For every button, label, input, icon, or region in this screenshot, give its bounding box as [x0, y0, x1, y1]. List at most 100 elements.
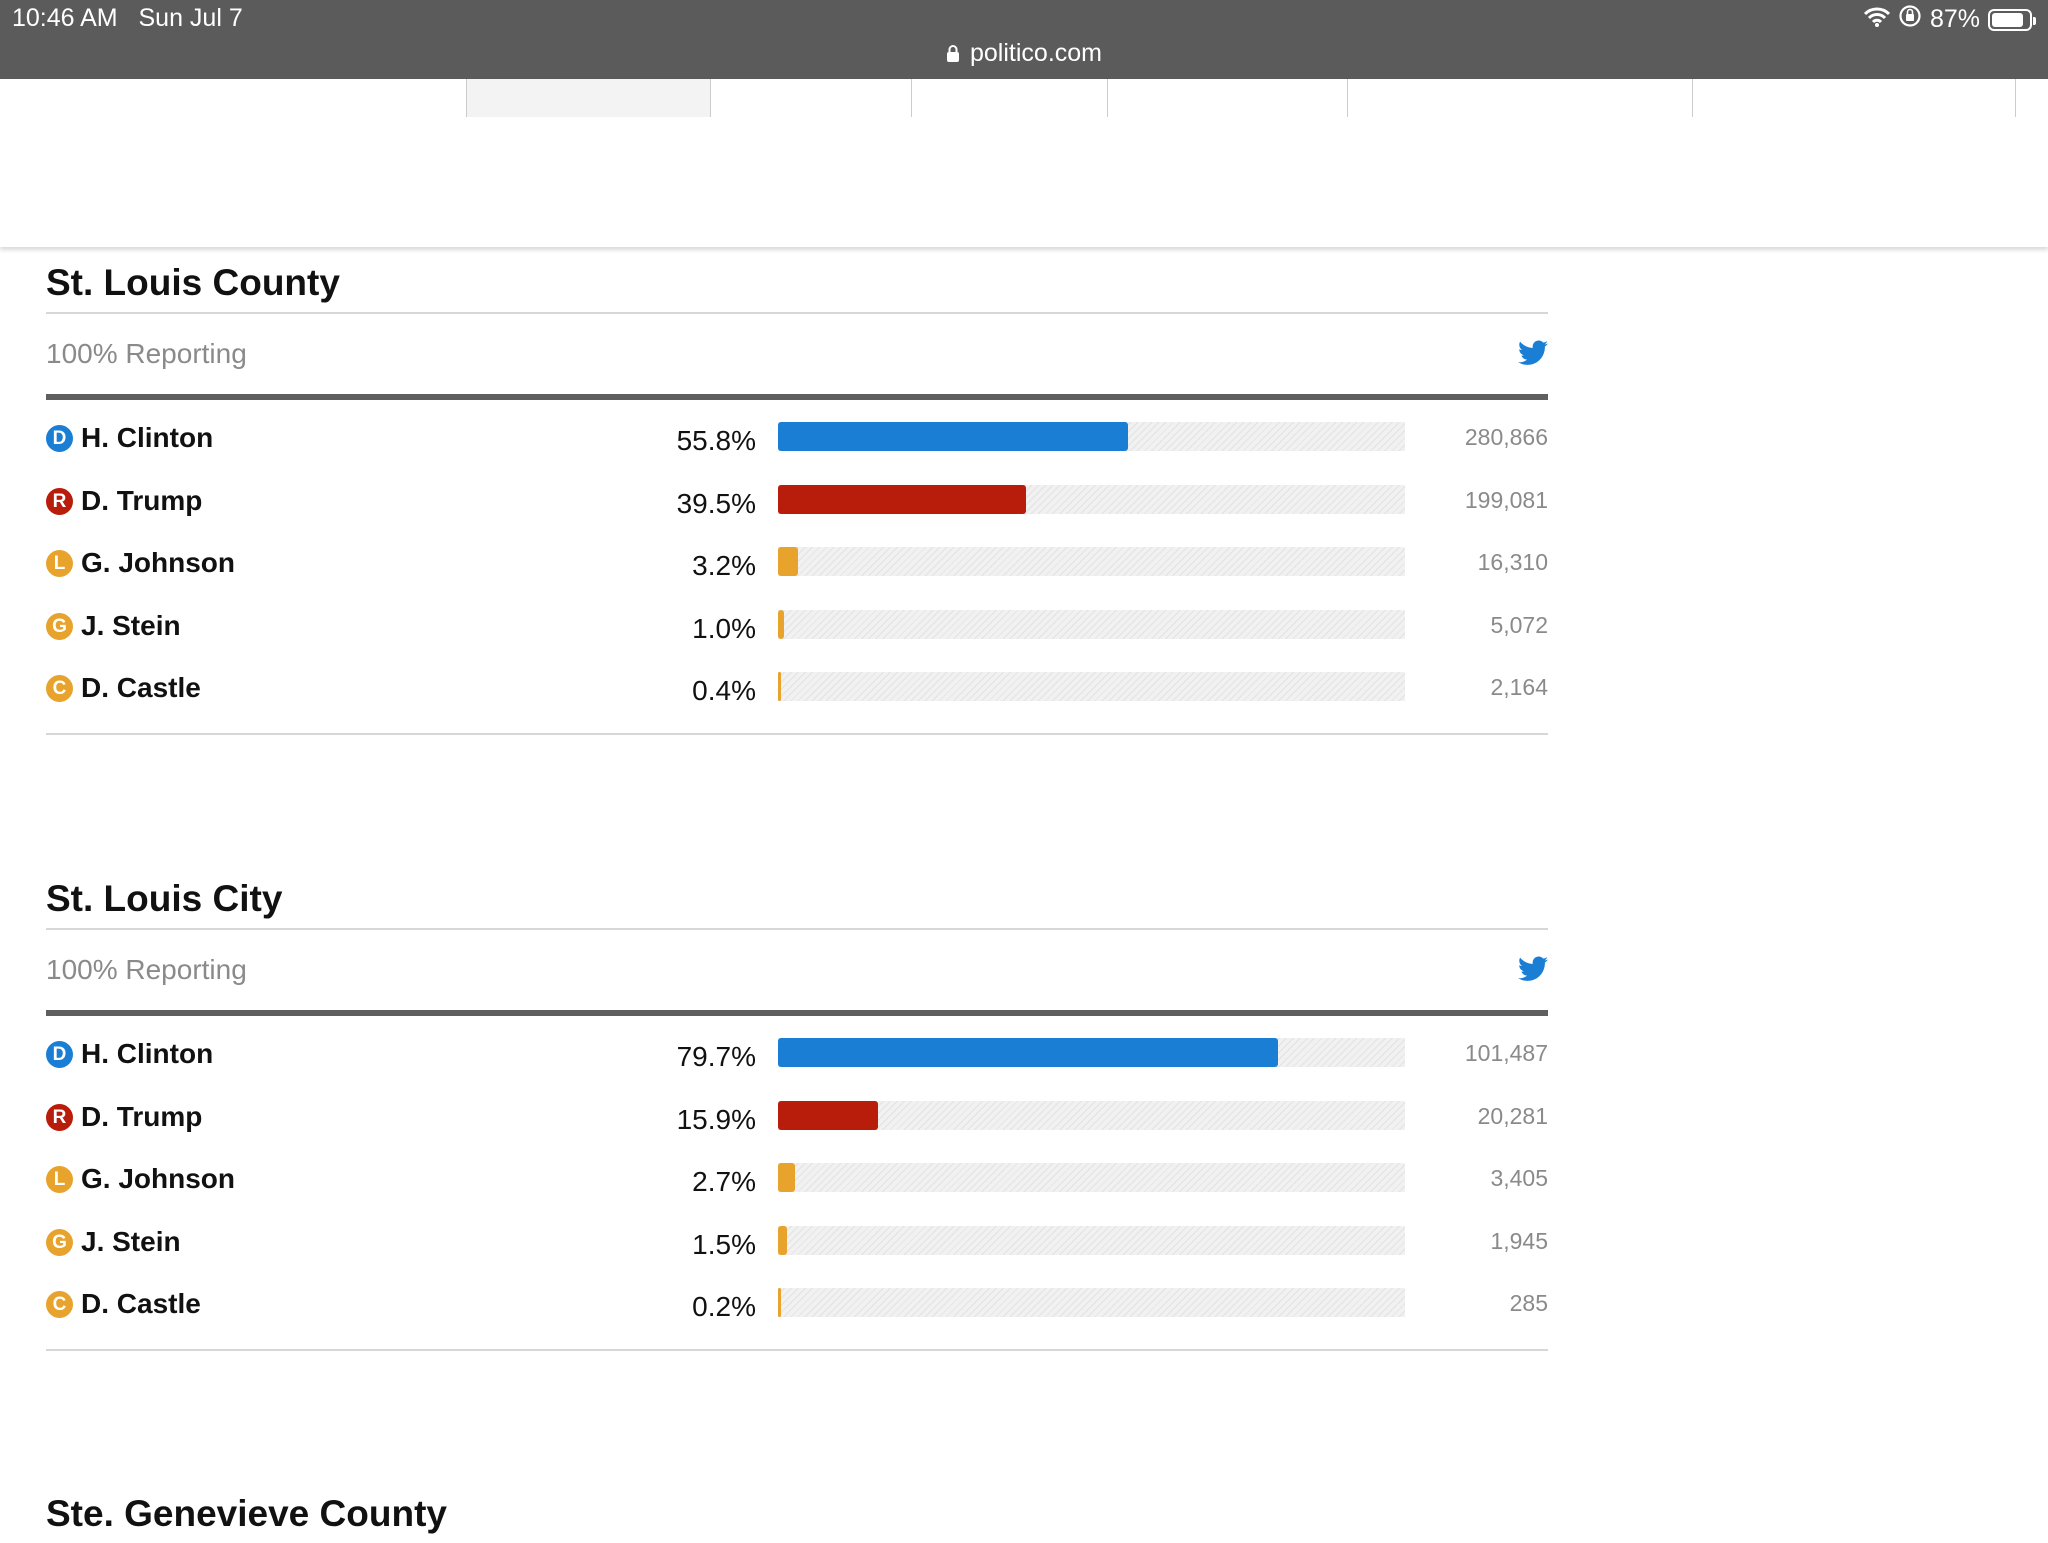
twitter-share-icon[interactable]: [1518, 956, 1548, 984]
vote-count: 280,866: [1464, 424, 1548, 450]
vote-bar-track: [778, 1100, 1405, 1130]
nav-tab-divider: [911, 79, 913, 117]
vote-bar-track: [778, 1225, 1405, 1255]
party-badge-icon: R: [46, 487, 73, 515]
party-badge-icon: D: [46, 425, 73, 452]
vote-percent: 2.7%: [692, 1166, 756, 1198]
party-badge-icon: D: [46, 1041, 73, 1068]
party-badge-icon: R: [46, 1103, 73, 1131]
candidate-name: H. Clinton: [81, 422, 214, 453]
candidate-row: L G. Johnson 2.7% 3,405: [46, 1149, 1548, 1212]
nav-tab-active[interactable]: [466, 79, 711, 117]
vote-count: 3,405: [1490, 1165, 1548, 1192]
nav-tab-divider: [1347, 79, 1349, 117]
vote-count: 20,281: [1477, 1102, 1548, 1129]
vote-percent: 1.5%: [692, 1228, 756, 1260]
divider: [46, 312, 1548, 314]
candidate-row: G J. Stein 1.0% 5,072: [46, 596, 1548, 659]
status-indicators: 87%: [1863, 4, 2036, 35]
candidate-name: D. Trump: [81, 484, 203, 516]
party-badge-icon: C: [46, 1291, 73, 1319]
vote-bar-track: [778, 422, 1405, 451]
vote-percent: 0.4%: [692, 675, 756, 707]
vote-percent: 79.7%: [676, 1041, 756, 1072]
county-title: St. Louis City: [46, 878, 283, 919]
vote-count: 5,072: [1490, 611, 1548, 638]
status-date: Sun Jul 7: [138, 4, 243, 32]
vote-percent: 55.8%: [676, 425, 756, 456]
candidate-row: L G. Johnson 3.2% 16,310: [46, 533, 1548, 596]
vote-bar-fill: [778, 1163, 795, 1193]
vote-count: 2,164: [1490, 674, 1548, 701]
county-results-ste-genevieve-county: Ste. Genevieve County: [46, 1485, 1548, 1543]
candidate-row: D H. Clinton 79.7% 101,487: [46, 1024, 1548, 1087]
party-badge-icon: C: [46, 675, 73, 703]
url-text: politico.com: [970, 39, 1102, 67]
vote-bar-fill: [778, 1225, 788, 1255]
candidate-name: D. Trump: [81, 1100, 203, 1132]
vote-bar-fill: [778, 1288, 781, 1318]
county-title: St. Louis County: [46, 262, 340, 303]
vote-percent: 39.5%: [676, 487, 756, 519]
vote-bar-fill: [778, 609, 785, 639]
reporting-row: 100% Reporting: [46, 930, 1548, 1010]
candidate-name: J. Stein: [81, 1225, 181, 1257]
vote-bar-fill: [778, 672, 781, 702]
candidate-name: G. Johnson: [81, 547, 235, 579]
candidate-row: R D. Trump 15.9% 20,281: [46, 1087, 1548, 1150]
nav-tab-divider: [2015, 79, 2017, 117]
vote-bar-track: [778, 1163, 1405, 1193]
vote-percent: 0.2%: [692, 1291, 756, 1323]
candidate-name: D. Castle: [81, 1288, 201, 1320]
vote-bar-track: [778, 547, 1405, 577]
vote-percent: 1.0%: [692, 612, 756, 644]
party-badge-icon: G: [46, 1228, 73, 1256]
battery-icon: [1988, 8, 2036, 31]
divider: [46, 1348, 1548, 1351]
candidate-row: D H. Clinton 55.8% 280,866: [46, 408, 1548, 471]
reporting-status: 100% Reporting: [46, 338, 247, 369]
status-time-date: 10:46 AM Sun Jul 7: [12, 4, 243, 33]
orientation-lock-icon: [1898, 4, 1922, 35]
reporting-row: 100% Reporting: [46, 314, 1548, 394]
candidate-name: D. Castle: [81, 672, 201, 704]
vote-count: 16,310: [1477, 549, 1548, 576]
vote-bar-track: [778, 484, 1405, 514]
candidate-row: G J. Stein 1.5% 1,945: [46, 1212, 1548, 1275]
candidate-name: H. Clinton: [81, 1038, 214, 1069]
battery-percent: 87%: [1929, 5, 1980, 33]
candidate-row: R D. Trump 39.5% 199,081: [46, 471, 1548, 534]
county-results-st-louis-city: St. Louis City 100% Reporting D H. Clinto…: [46, 870, 1548, 1351]
divider: [46, 732, 1548, 735]
candidate-name: J. Stein: [81, 609, 181, 641]
vote-percent: 3.2%: [692, 550, 756, 582]
address-bar[interactable]: politico.com: [0, 39, 2048, 69]
vote-bar-fill: [778, 1100, 878, 1130]
nav-tab-divider: [1107, 79, 1109, 117]
reporting-status: 100% Reporting: [46, 954, 247, 985]
county-title: Ste. Genevieve County: [46, 1493, 447, 1534]
vote-count: 1,945: [1490, 1227, 1548, 1254]
twitter-share-icon[interactable]: [1518, 340, 1548, 368]
vote-count: 101,487: [1464, 1040, 1548, 1066]
vote-bar-track: [778, 609, 1405, 639]
vote-bar-track: [778, 1038, 1405, 1067]
wifi-icon: [1863, 5, 1891, 34]
party-badge-icon: L: [46, 1166, 73, 1194]
status-time: 10:46 AM: [12, 4, 118, 32]
party-badge-icon: G: [46, 612, 73, 640]
vote-count: 199,081: [1464, 486, 1548, 513]
candidate-list: D H. Clinton 55.8% 280,866 R D. Trump 39.5% 199…: [46, 408, 1548, 721]
vote-bar-track: [778, 1288, 1405, 1318]
vote-bar-fill: [778, 422, 1128, 451]
vote-bar-fill: [778, 484, 1026, 514]
divider-thick: [46, 394, 1548, 400]
status-bar: 10:46 AM Sun Jul 7 politico.com 87%: [0, 0, 2048, 79]
vote-percent: 15.9%: [676, 1103, 756, 1135]
vote-bar-fill: [778, 547, 799, 577]
county-results-st-louis-county: St. Louis County 100% Reporting D H. Clin…: [46, 254, 1548, 735]
candidate-name: G. Johnson: [81, 1163, 235, 1195]
vote-bar-track: [778, 672, 1405, 702]
divider: [46, 928, 1548, 930]
divider-thick: [46, 1010, 1548, 1016]
